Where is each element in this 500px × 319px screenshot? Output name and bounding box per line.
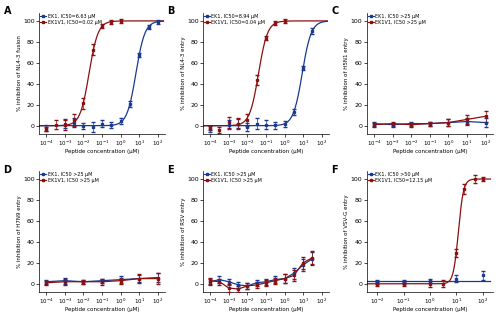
X-axis label: Peptide concentration (μM): Peptide concentration (μM)	[392, 307, 467, 312]
Legend: EK1, IC50 >25 μM, EK1V1, IC50 >25 μM: EK1, IC50 >25 μM, EK1V1, IC50 >25 μM	[40, 172, 99, 183]
X-axis label: Peptide concentration (μM): Peptide concentration (μM)	[65, 307, 140, 312]
Legend: EK1, IC50 >50 μM, EK1V1, IC50=12.15 μM: EK1, IC50 >50 μM, EK1V1, IC50=12.15 μM	[368, 172, 433, 183]
Y-axis label: % inhibition of NL4-3 entry: % inhibition of NL4-3 entry	[180, 36, 186, 110]
Y-axis label: % inhibition of RSV entry: % inhibition of RSV entry	[180, 197, 186, 266]
X-axis label: Peptide concentration (μM): Peptide concentration (μM)	[229, 307, 303, 312]
Text: C: C	[331, 6, 338, 17]
Legend: EK1, IC50=6.63 μM, EK1V1, IC50=0.02 μM: EK1, IC50=6.63 μM, EK1V1, IC50=0.02 μM	[40, 13, 102, 26]
X-axis label: Peptide concentration (μM): Peptide concentration (μM)	[65, 149, 140, 154]
Text: E: E	[168, 165, 174, 174]
Y-axis label: % inhibition of VSV-G entry: % inhibition of VSV-G entry	[344, 194, 350, 269]
X-axis label: Peptide concentration (μM): Peptide concentration (μM)	[392, 149, 467, 154]
Y-axis label: % inhibition of H7N9 entry: % inhibition of H7N9 entry	[16, 195, 21, 268]
Y-axis label: % inhibition of H5N1 entry: % inhibition of H5N1 entry	[344, 37, 350, 110]
Legend: EK1, IC50=8.94 μM, EK1V1, IC50=0.04 μM: EK1, IC50=8.94 μM, EK1V1, IC50=0.04 μM	[204, 13, 266, 26]
Text: F: F	[331, 165, 338, 174]
Text: A: A	[4, 6, 11, 17]
Text: D: D	[4, 165, 12, 174]
Legend: EK1, IC50 >25 μM, EK1V1, IC50 >25 μM: EK1, IC50 >25 μM, EK1V1, IC50 >25 μM	[368, 13, 426, 26]
Y-axis label: % inhibition of NL4-3 fusion: % inhibition of NL4-3 fusion	[16, 35, 21, 111]
Legend: EK1, IC50 >25 μM, EK1V1, IC50 >25 μM: EK1, IC50 >25 μM, EK1V1, IC50 >25 μM	[204, 172, 263, 183]
X-axis label: Peptide concentration (μM): Peptide concentration (μM)	[229, 149, 303, 154]
Text: B: B	[168, 6, 174, 17]
